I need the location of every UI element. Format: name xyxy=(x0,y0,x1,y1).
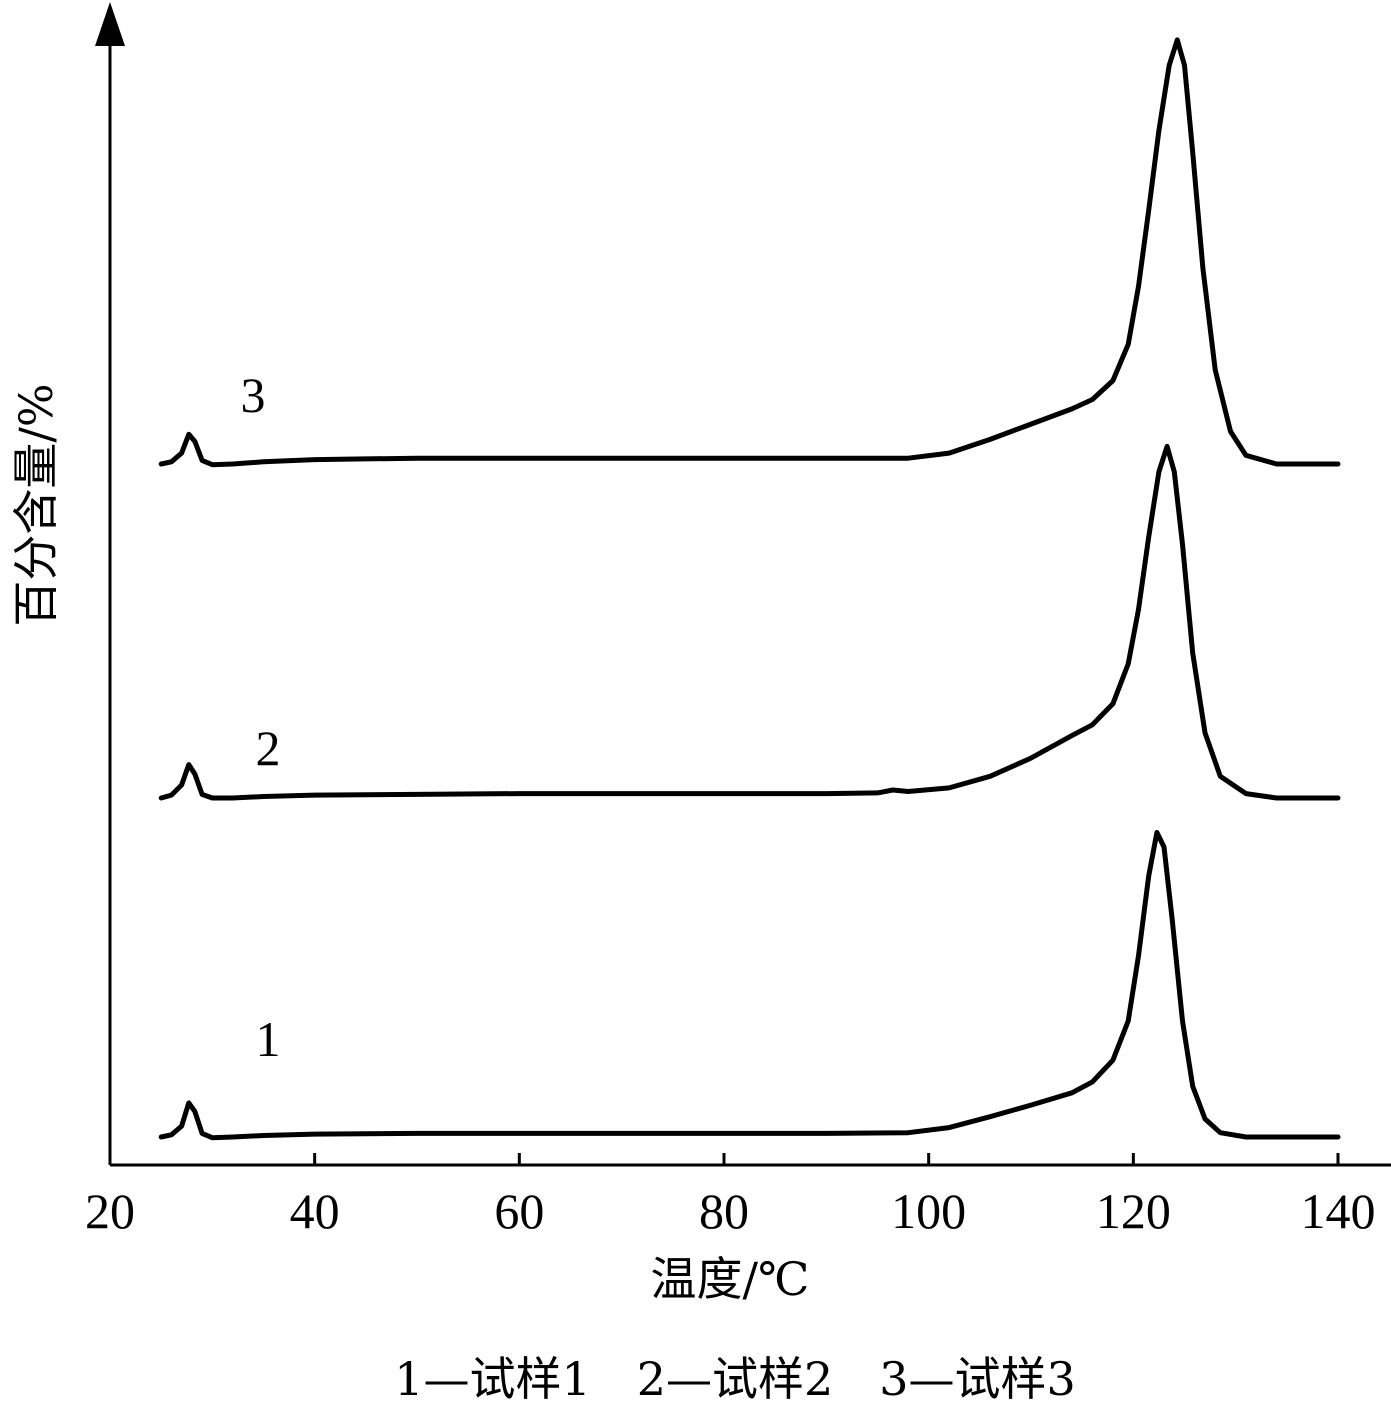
x-tick-label: 120 xyxy=(1096,1183,1171,1239)
series-tags: 1 2 3 xyxy=(241,367,281,1067)
series-tag-1: 1 xyxy=(256,1011,281,1067)
y-axis-title: 百分含量/% xyxy=(9,383,63,626)
series-1-line xyxy=(158,830,1341,1141)
x-tick-marks xyxy=(108,1153,1340,1165)
series-tag-2: 2 xyxy=(256,720,281,776)
x-tick-label: 100 xyxy=(891,1183,966,1239)
x-tick-label: 40 xyxy=(290,1183,340,1239)
x-tick-labels: 20 40 60 80 100 120 140 xyxy=(85,1183,1376,1239)
x-axis-title: 温度/℃ xyxy=(651,1252,810,1306)
x-tick-label: 140 xyxy=(1301,1183,1376,1239)
axes: 20 40 60 80 100 120 140 xyxy=(85,2,1391,1239)
x-tick-label: 20 xyxy=(85,1183,135,1239)
series-3-line xyxy=(158,37,1341,468)
traces xyxy=(158,37,1341,1141)
series-2-line xyxy=(158,443,1341,801)
figure-caption: 1—试样1 2—试样2 3—试样3 xyxy=(394,1352,1076,1406)
series-tag-3: 3 xyxy=(241,367,266,423)
y-axis-arrow-icon xyxy=(95,2,125,46)
x-tick-label: 80 xyxy=(699,1183,749,1239)
x-tick-label: 60 xyxy=(494,1183,544,1239)
